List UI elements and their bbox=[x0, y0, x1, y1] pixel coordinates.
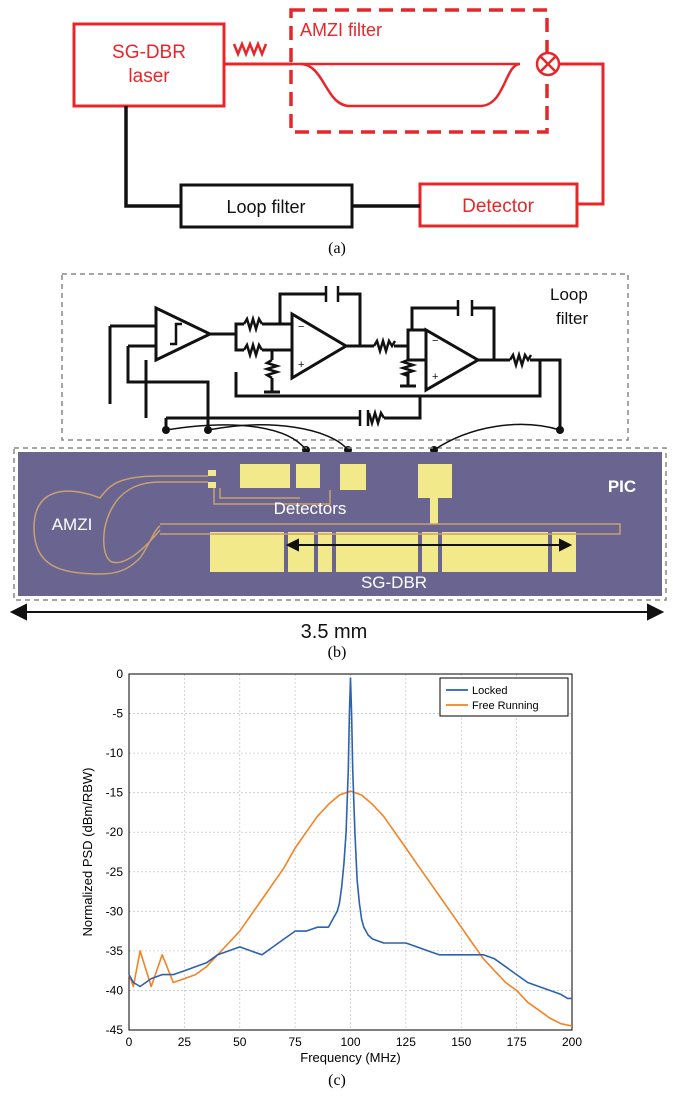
combiner-cross-2 bbox=[539, 55, 557, 73]
waveguides bbox=[33, 475, 621, 575]
loop-filter-region bbox=[61, 273, 629, 441]
svg-text:+: + bbox=[432, 371, 438, 383]
legend-label-free-running: Free Running bbox=[472, 700, 539, 712]
svg-text:−: − bbox=[298, 321, 304, 333]
y-tick-label: 0 bbox=[116, 667, 123, 681]
feedback-line-left bbox=[124, 106, 181, 208]
y-tick-label: -35 bbox=[106, 944, 124, 958]
loop-filter-label-line2: filter bbox=[556, 309, 588, 328]
detectors-label: Detectors bbox=[274, 499, 347, 518]
x-tick-label: 175 bbox=[507, 1035, 527, 1049]
loop-filter-label-line1: Loop bbox=[550, 285, 588, 304]
x-axis-label: Frequency (MHz) bbox=[300, 1050, 400, 1065]
panel-b-diagram: Loop filter bbox=[9, 273, 667, 643]
svg-text:−: − bbox=[432, 335, 438, 347]
x-tick-label: 150 bbox=[451, 1035, 471, 1049]
chart-series bbox=[128, 677, 573, 1027]
y-tick-label: -45 bbox=[106, 1023, 124, 1037]
x-tick-label: 50 bbox=[233, 1035, 247, 1049]
panel-c: 0 25 50 75 100 125 150 175 200 0 -5 -10 -15 -20 -25 -30… bbox=[0, 664, 674, 1098]
detector-feed-line bbox=[559, 62, 605, 206]
y-tick-label: -10 bbox=[106, 746, 124, 760]
panel-b: Loop filter bbox=[0, 268, 674, 668]
loop-filter-circuit bbox=[108, 286, 562, 430]
chart-grid bbox=[128, 673, 573, 1031]
scale-label: 3.5 mm bbox=[301, 621, 368, 640]
laser-label-line1: SG-DBR bbox=[112, 42, 186, 63]
bond-wires bbox=[165, 423, 561, 451]
sgdbr-length-arrow bbox=[285, 538, 573, 552]
op-amp-1 bbox=[290, 311, 349, 381]
y-tick-label: -30 bbox=[106, 904, 124, 918]
series-line-locked bbox=[128, 677, 572, 1000]
loop-filter-box bbox=[179, 183, 354, 229]
laser-label-line2: laser bbox=[128, 66, 170, 87]
x-tick-label: 0 bbox=[126, 1035, 133, 1049]
caption-c: (c) bbox=[328, 1072, 346, 1089]
y-tick-label: -25 bbox=[106, 865, 124, 879]
x-tick-label: 25 bbox=[178, 1035, 192, 1049]
svg-text:+: + bbox=[298, 359, 304, 371]
amzi-lower-arm bbox=[299, 62, 521, 108]
sgdbr-label: SG-DBR bbox=[361, 573, 427, 592]
x-tick-label: 75 bbox=[288, 1035, 302, 1049]
y-tick-label: -15 bbox=[106, 786, 124, 800]
panel-a: SG-DBR laser AMZI filter Detector Loop f… bbox=[0, 0, 674, 260]
y-tick-label: -5 bbox=[112, 707, 123, 721]
panel-a-diagram: SG-DBR laser AMZI filter Detector Loop f… bbox=[72, 8, 605, 229]
scale-arrow bbox=[9, 603, 665, 621]
caption-b: (b) bbox=[327, 644, 347, 661]
comparator-symbol bbox=[170, 322, 182, 346]
laser-box bbox=[72, 22, 226, 108]
x-tick-label: 200 bbox=[562, 1035, 582, 1049]
optical-output-icon bbox=[232, 40, 268, 58]
y-axis-label: Normalized PSD (dBm/RBW) bbox=[80, 767, 95, 936]
chart-ticks: 0 25 50 75 100 125 150 175 200 0 -5 -10 -15 -20 -25 -30… bbox=[106, 667, 583, 1049]
legend-box bbox=[439, 677, 569, 717]
detector-label: Detector bbox=[462, 196, 534, 217]
y-tick-label: -20 bbox=[106, 825, 124, 839]
loop-filter-label: Loop filter bbox=[226, 197, 305, 217]
plot-frame bbox=[128, 673, 573, 1031]
series-line-free-running bbox=[128, 790, 573, 1027]
amzi-filter-label: AMZI filter bbox=[300, 20, 382, 40]
caption-a: (a) bbox=[328, 240, 346, 257]
gold-pads bbox=[208, 464, 576, 572]
pic-region bbox=[13, 447, 667, 601]
x-tick-label: 125 bbox=[396, 1035, 416, 1049]
y-tick-label: -40 bbox=[106, 983, 124, 997]
amzi-label: AMZI bbox=[52, 515, 93, 534]
x-tick-label: 100 bbox=[340, 1035, 360, 1049]
chart-legend: Locked Free Running bbox=[439, 677, 569, 717]
psd-chart: 0 25 50 75 100 125 150 175 200 0 -5 -10 -15 -20 -25 -30… bbox=[80, 667, 583, 1065]
pic-label: PIC bbox=[608, 477, 636, 496]
legend-label-locked: Locked bbox=[472, 685, 507, 697]
op-amp-signs: − + − + bbox=[298, 321, 438, 383]
comparator-shape bbox=[154, 305, 214, 363]
